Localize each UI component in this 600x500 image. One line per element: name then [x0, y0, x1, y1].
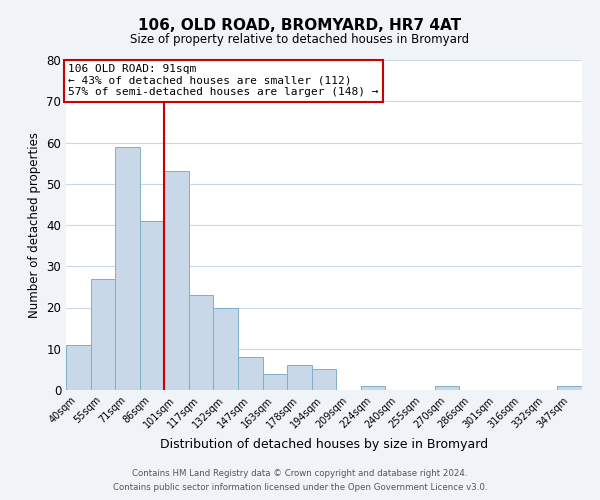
- Bar: [189, 295, 214, 390]
- Bar: [287, 365, 312, 390]
- Bar: [263, 374, 287, 390]
- Text: Size of property relative to detached houses in Bromyard: Size of property relative to detached ho…: [130, 32, 470, 46]
- Bar: [214, 308, 238, 390]
- Bar: [361, 386, 385, 390]
- Bar: [164, 172, 189, 390]
- Bar: [115, 146, 140, 390]
- Bar: [434, 386, 459, 390]
- Bar: [557, 386, 582, 390]
- Text: 106, OLD ROAD, BROMYARD, HR7 4AT: 106, OLD ROAD, BROMYARD, HR7 4AT: [139, 18, 461, 32]
- Bar: [140, 221, 164, 390]
- Text: Contains public sector information licensed under the Open Government Licence v3: Contains public sector information licen…: [113, 484, 487, 492]
- Bar: [312, 370, 336, 390]
- Text: 106 OLD ROAD: 91sqm
← 43% of detached houses are smaller (112)
57% of semi-detac: 106 OLD ROAD: 91sqm ← 43% of detached ho…: [68, 64, 379, 98]
- Y-axis label: Number of detached properties: Number of detached properties: [28, 132, 41, 318]
- Text: Contains HM Land Registry data © Crown copyright and database right 2024.: Contains HM Land Registry data © Crown c…: [132, 468, 468, 477]
- Bar: [91, 278, 115, 390]
- X-axis label: Distribution of detached houses by size in Bromyard: Distribution of detached houses by size …: [160, 438, 488, 451]
- Bar: [66, 344, 91, 390]
- Bar: [238, 357, 263, 390]
